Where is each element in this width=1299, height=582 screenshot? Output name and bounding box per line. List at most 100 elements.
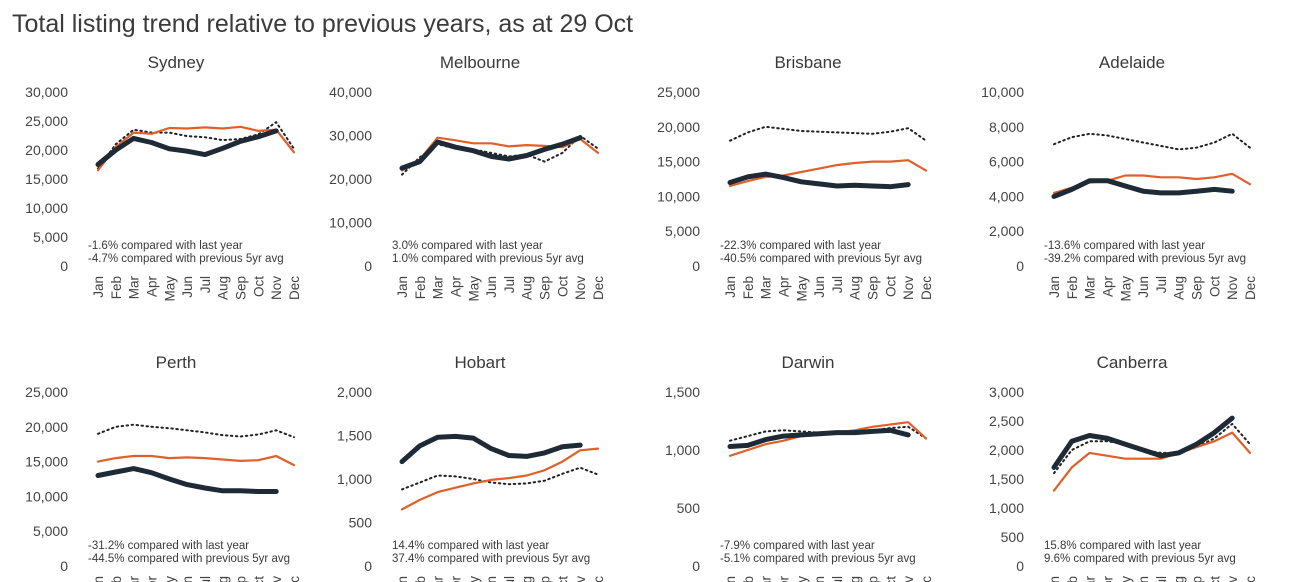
y-tick-label: 5,000	[33, 229, 68, 245]
x-tick-label: Mar	[127, 575, 142, 582]
y-tick-label: 20,000	[657, 119, 700, 135]
x-tick-label: Mar	[1083, 575, 1098, 582]
x-tick-label: Sep	[234, 576, 249, 582]
x-tick-label: Feb	[413, 276, 428, 299]
y-tick-label: 5,000	[33, 523, 68, 539]
comparison-note: -1.6% compared with last year	[88, 240, 243, 252]
comparison-note: -39.2% compared with previous 5yr avg	[1044, 253, 1246, 265]
panel-melbourne: Melbourne 0 10,000 20,000 30,000 40,000 Jan Feb…	[329, 53, 606, 302]
panel-sydney: Sydney 0 5,000 10,000 15,000 20,000 25,000 30,0…	[25, 53, 302, 302]
x-tick-label: Aug	[1172, 576, 1187, 582]
x-tick-label: Nov	[1225, 276, 1240, 300]
x-tick-label: Aug	[216, 576, 231, 582]
x-tick-label: Dec	[287, 276, 302, 300]
x-tick-label: Jan	[91, 276, 106, 298]
x-tick-label: Sep	[234, 276, 249, 300]
y-tick-label: 0	[1016, 558, 1024, 574]
y-tick-label: 40,000	[329, 84, 372, 100]
x-tick-label: Sep	[866, 576, 881, 582]
x-tick-label: Jul	[502, 276, 517, 293]
y-tick-label: 4,000	[989, 188, 1024, 204]
panel-title: Darwin	[782, 353, 835, 372]
y-tick-label: 500	[1001, 529, 1025, 545]
x-tick-label: Nov	[901, 576, 916, 582]
comparison-note: -31.2% compared with last year	[88, 540, 249, 552]
x-tick-label: Aug	[216, 276, 231, 300]
x-tick-label: Apr	[144, 576, 159, 582]
x-tick-label: Jul	[830, 576, 845, 582]
x-tick-label: Feb	[109, 576, 124, 582]
comparison-note: -13.6% compared with last year	[1044, 240, 1205, 252]
x-tick-label: Jun	[1136, 576, 1151, 582]
x-tick-label: Sep	[1190, 276, 1205, 300]
y-tick-label: 10,000	[981, 84, 1024, 100]
x-tick-label: Oct	[883, 276, 898, 297]
x-tick-label: Jun	[812, 276, 827, 298]
x-tick-label: Mar	[1083, 275, 1098, 299]
series-line-last-year	[728, 159, 928, 188]
x-tick-label: Jan	[723, 576, 738, 582]
x-tick-label: May	[1118, 276, 1133, 302]
x-tick-label: Nov	[573, 576, 588, 582]
comparison-note: -22.3% compared with last year	[720, 240, 881, 252]
y-tick-label: 0	[364, 258, 372, 274]
x-tick-label: Oct	[1207, 576, 1222, 582]
x-tick-label: Jan	[395, 276, 410, 298]
y-tick-label: 1,500	[989, 471, 1024, 487]
x-tick-label: Dec	[919, 576, 934, 582]
x-tick-label: May	[794, 276, 809, 302]
series-line-last-year	[400, 136, 600, 172]
y-tick-label: 0	[692, 258, 700, 274]
panel-title: Adelaide	[1099, 53, 1165, 72]
x-tick-label: Jul	[198, 276, 213, 293]
x-tick-label: Apr	[448, 576, 463, 582]
x-tick-label: Jun	[1136, 276, 1151, 298]
x-tick-label: Nov	[573, 276, 588, 300]
y-tick-label: 2,000	[989, 442, 1024, 458]
panel-darwin: Darwin 0 500 1,000 1,500 JanFebMarAprMayJunJu…	[665, 353, 934, 582]
x-tick-label: Mar	[127, 275, 142, 299]
x-tick-label: Dec	[1243, 576, 1258, 582]
x-tick-label: Jul	[830, 276, 845, 293]
x-tick-label: Sep	[538, 276, 553, 300]
y-tick-label: 3,000	[989, 384, 1024, 400]
y-tick-label: 5,000	[665, 223, 700, 239]
panel-canberra: Canberra 0 500 1,000 1,500 2,000 2,500 3,000 Jan…	[989, 353, 1258, 582]
comparison-note: -7.9% compared with last year	[720, 540, 875, 552]
series-line-current-year	[399, 135, 583, 171]
y-tick-label: 25,000	[25, 384, 68, 400]
comparison-note: 15.8% compared with last year	[1044, 540, 1201, 552]
x-tick-label: Jul	[502, 576, 517, 582]
x-tick-label: Feb	[109, 276, 124, 299]
series-line-current-year	[95, 466, 279, 494]
y-tick-label: 2,000	[989, 223, 1024, 239]
y-tick-label: 25,000	[25, 113, 68, 129]
x-tick-label: Oct	[555, 576, 570, 582]
x-tick-label: Jan	[91, 576, 106, 582]
y-tick-label: 1,000	[989, 500, 1024, 516]
x-tick-label: Oct	[1207, 276, 1222, 297]
series-line-five-yr-avg	[97, 423, 295, 439]
series-line-last-year	[1052, 431, 1252, 492]
x-tick-label: Jan	[1047, 276, 1062, 298]
x-tick-label: May	[466, 276, 481, 302]
panel-hobart: Hobart 0 500 1,000 1,500 2,000 JanFebMarAprMay…	[337, 353, 606, 582]
y-tick-label: 0	[364, 558, 372, 574]
series-line-five-yr-avg	[401, 466, 599, 491]
series-line-current-year	[727, 427, 911, 449]
x-tick-label: Mar	[759, 275, 774, 299]
x-tick-label: Jan	[723, 276, 738, 298]
series-line-current-year	[399, 433, 583, 465]
y-tick-label: 20,000	[25, 142, 68, 158]
comparison-note: -40.5% compared with previous 5yr avg	[720, 253, 922, 265]
x-tick-label: Jun	[484, 576, 499, 582]
x-tick-label: Jun	[812, 576, 827, 582]
x-tick-label: Nov	[269, 276, 284, 300]
y-tick-label: 500	[349, 515, 373, 531]
x-tick-label: Nov	[901, 276, 916, 300]
x-tick-label: Mar	[431, 575, 446, 582]
x-tick-label: May	[794, 576, 809, 582]
x-tick-label: Jan	[1047, 576, 1062, 582]
series-line-current-year	[1051, 415, 1235, 470]
x-tick-label: Jun	[484, 276, 499, 298]
